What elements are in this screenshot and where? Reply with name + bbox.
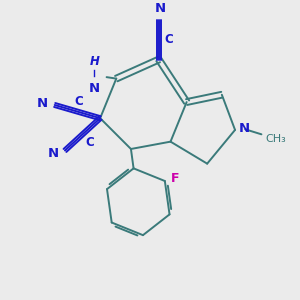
Text: H: H: [89, 55, 99, 68]
Text: N: N: [238, 122, 250, 135]
Text: F: F: [171, 172, 180, 184]
Text: C: C: [74, 95, 83, 108]
Text: N: N: [47, 147, 58, 160]
Text: C: C: [164, 33, 173, 46]
Text: N: N: [37, 97, 48, 110]
Text: CH₃: CH₃: [266, 134, 286, 144]
Text: C: C: [85, 136, 94, 149]
Text: N: N: [155, 2, 166, 15]
Text: N: N: [89, 82, 100, 94]
